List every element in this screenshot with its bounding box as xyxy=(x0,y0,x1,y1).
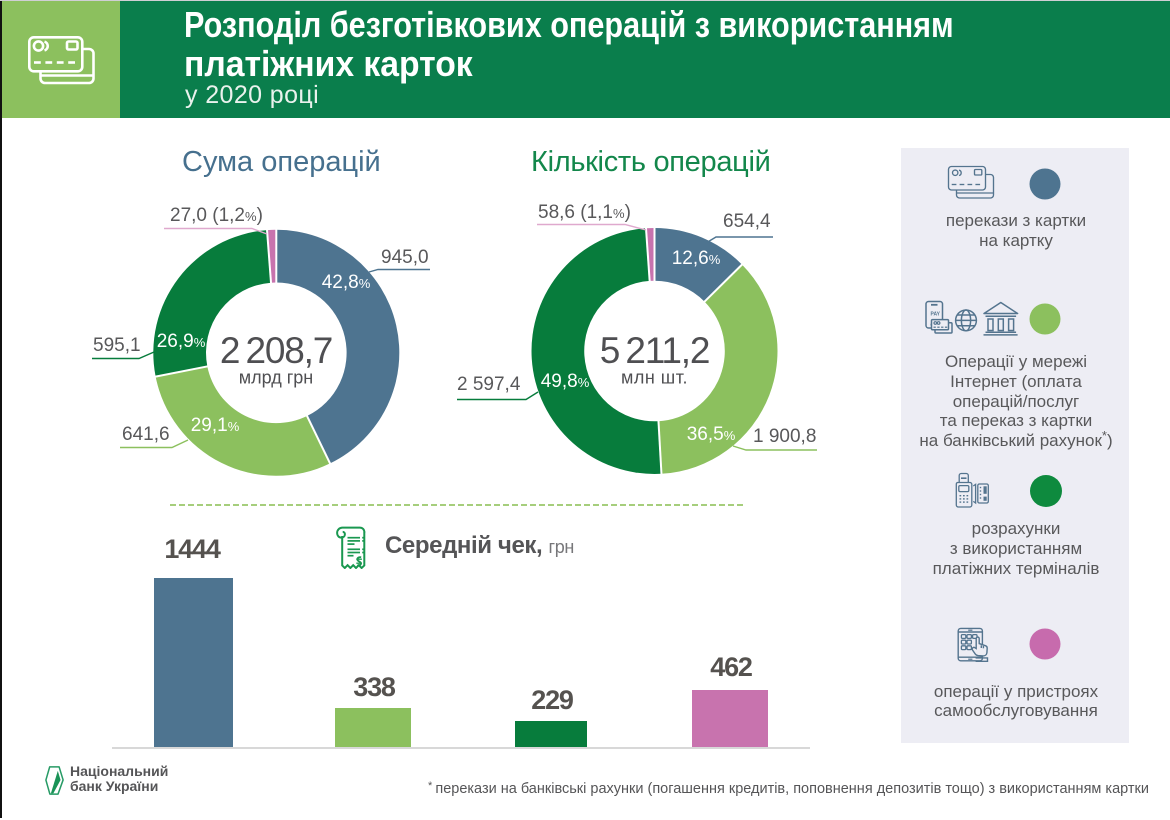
svg-text:PAY: PAY xyxy=(931,312,941,318)
